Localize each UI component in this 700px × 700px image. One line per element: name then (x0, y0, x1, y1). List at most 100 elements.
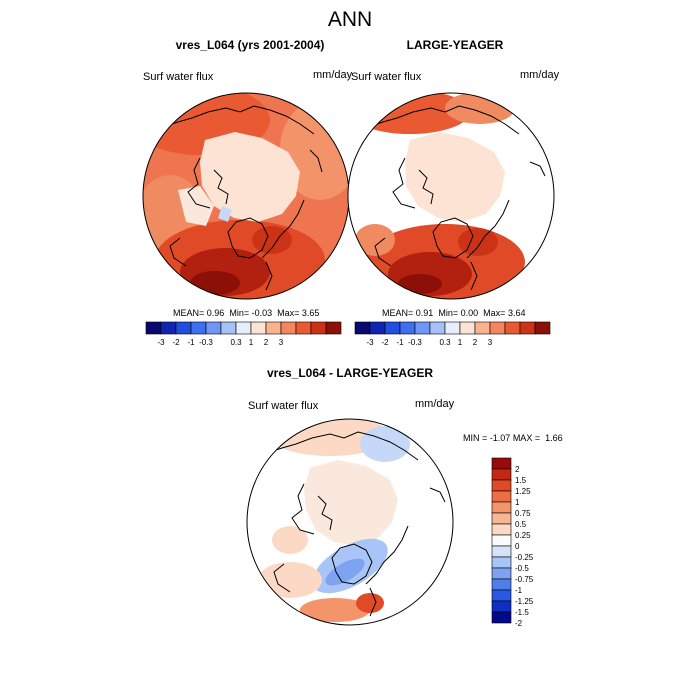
colorbar-swatch (325, 321, 342, 335)
panel-2-units: mm/day (520, 69, 560, 81)
colorbar-swatch (235, 321, 252, 335)
colorbar-swatch (504, 321, 521, 335)
colorbar-swatch (220, 321, 237, 335)
colorbar-swatch (384, 321, 401, 335)
panel-2-colorbar: -3 -2 -1 -0.3 0.3 1 2 3 (354, 321, 551, 347)
colorbar-swatch (265, 321, 282, 335)
panel-3-field-arctic (304, 460, 398, 546)
panel-2-map (347, 92, 555, 300)
panel-1-field-nordic (252, 226, 292, 254)
colorbar-swatch (459, 321, 476, 335)
colorbar-swatch (474, 321, 491, 335)
panel-2-stats: MEAN= 0.91 Min= 0.00 Max= 3.64 (382, 308, 526, 318)
panel-3-field-labrador (272, 526, 308, 554)
colorbar-swatch (491, 490, 512, 503)
panel-3-title: vres_L064 - LARGE-YEAGER (266, 366, 434, 380)
panel-3-field-negative-core (325, 558, 365, 586)
panel-3-border (246, 418, 454, 626)
colorbar-swatch (280, 321, 297, 335)
colorbar-swatch (310, 321, 327, 335)
colorbar-tick-label: 0.5 (515, 520, 527, 529)
colorbar-tick-label: 1.25 (515, 487, 531, 496)
colorbar-swatch (491, 567, 512, 580)
colorbar-tick-label: 0.75 (515, 509, 531, 518)
colorbar-swatch (491, 501, 512, 514)
panel-2-variable: Surf water flux (351, 71, 422, 83)
colorbar-swatch (369, 321, 386, 335)
colorbar-tick-label: -1.5 (515, 608, 529, 617)
colorbar-swatch (491, 611, 512, 624)
colorbar-tick-label: 2 (264, 338, 269, 347)
panel-3-field-south (300, 598, 370, 622)
panel-3-stats: MIN = -1.07 MAX = 1.66 (463, 433, 563, 443)
colorbar-swatch (145, 321, 162, 335)
colorbar-tick-label: 0.3 (439, 338, 451, 347)
colorbar-swatch (491, 589, 512, 602)
panel-3-units: mm/day (415, 398, 455, 410)
panel-1-field-max (190, 271, 240, 295)
panel-2-field-arctic (405, 132, 505, 222)
panel-2-field-max (398, 274, 442, 294)
colorbar-tick-label: 1 (458, 338, 463, 347)
panel-1-map (142, 92, 350, 300)
colorbars: -3 -2 -1 -0.3 0.3 1 2 3 -3 -2 -1 -0.3 0.3 1 2 3 2 1.5 1.25… (145, 321, 551, 628)
colorbar-swatch (160, 321, 177, 335)
colorbar-tick-label: -3 (157, 338, 165, 347)
panel-3-map (246, 418, 454, 626)
panel-2-min: 0.00 (460, 308, 479, 318)
panel-1-min: -0.03 (251, 308, 273, 318)
panel-1-max: 3.65 (301, 308, 320, 318)
panel-3-max: 1.66 (545, 433, 563, 443)
colorbar-tick-label: -0.25 (515, 553, 534, 562)
panel-3-field-atlantic (258, 562, 322, 598)
colorbar-tick-label: 1 (515, 498, 520, 507)
colorbar-tick-label: -1 (187, 338, 195, 347)
panel-2-coastlines (364, 105, 546, 291)
colorbar-tick-label: 1 (249, 338, 254, 347)
colorbar-tick-label: -0.75 (515, 575, 534, 584)
panel-1-units: mm/day (313, 69, 353, 81)
colorbar-swatch (491, 556, 512, 569)
panel-1-colorbar: -3 -2 -1 -0.3 0.3 1 2 3 (145, 321, 342, 347)
colorbar-swatch (491, 523, 512, 536)
colorbar-tick-label: -1 (515, 586, 523, 595)
colorbar-tick-label: 1.5 (515, 476, 527, 485)
colorbar-swatch (491, 468, 512, 481)
colorbar-swatch (491, 457, 512, 470)
panel-3-field-northeast-neg (360, 426, 410, 462)
panel-2-max: 3.64 (507, 308, 526, 318)
colorbar-tick-label: -0.5 (515, 564, 529, 573)
panel-1-field-arctic (200, 132, 300, 222)
colorbar-tick-label: -0.3 (199, 338, 213, 347)
colorbar-swatch (489, 321, 506, 335)
colorbar-tick-label: 2 (473, 338, 478, 347)
colorbar-tick-label: -2 (515, 619, 523, 628)
panel-1-field-canada (178, 186, 214, 226)
panel-3-variable: Surf water flux (248, 400, 319, 412)
colorbar-tick-label: -1 (396, 338, 404, 347)
colorbar-swatch (295, 321, 312, 335)
colorbar-swatch (491, 534, 512, 547)
colorbar-swatch (491, 600, 512, 613)
panel-1-field-negative (218, 206, 232, 222)
panel-3-field-max (356, 593, 384, 613)
colorbar-tick-label: 3 (279, 338, 284, 347)
colorbar-swatch (491, 479, 512, 492)
colorbar-swatch (534, 321, 551, 335)
colorbar-swatch (429, 321, 446, 335)
colorbar-swatch (414, 321, 431, 335)
colorbar-tick-label: -0.3 (408, 338, 422, 347)
colorbar-swatch (190, 321, 207, 335)
panel-2-border (347, 92, 555, 300)
panel-1-variable: Surf water flux (143, 71, 214, 83)
colorbar-swatch (444, 321, 461, 335)
colorbar-tick-label: 2 (515, 465, 520, 474)
colorbar-swatch (519, 321, 536, 335)
panel-3-colorbar: 2 1.5 1.25 1 0.75 0.5 0.25 0 -0.25 -0.5 -0.75 -1 -1.… (491, 457, 534, 628)
page-title: ANN (327, 8, 373, 31)
panel-1-mean: 0.96 (206, 308, 225, 318)
colorbar-tick-label: 0.25 (515, 531, 531, 540)
panel-1-stats: MEAN= 0.96 Min= -0.03 Max= 3.65 (173, 308, 320, 318)
panel-2-field-nordic (458, 228, 498, 256)
